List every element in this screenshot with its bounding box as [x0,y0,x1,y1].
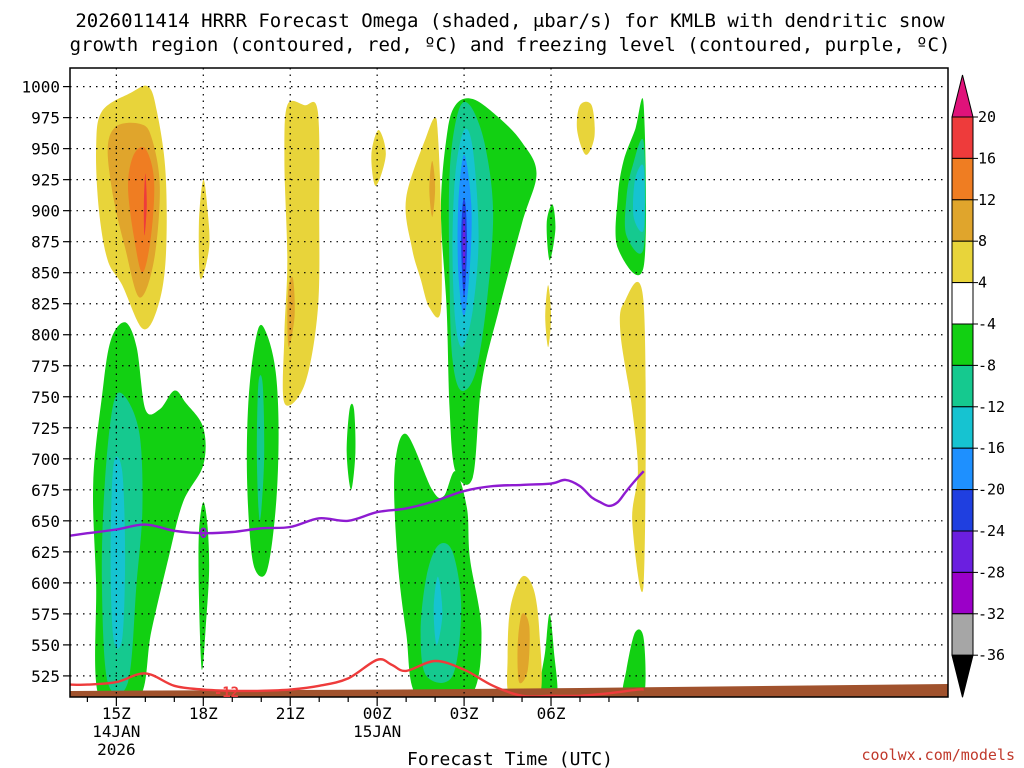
y-tick-label-825: 825 [31,295,60,314]
colorbar-box-16-20 [951,116,974,159]
y-tick-label-975: 975 [31,109,60,128]
colorbar-box--24--20 [951,489,974,532]
omega-shading [70,85,948,697]
colorbar-label--16: -16 [978,439,1005,457]
colorbar-box--20--16 [951,447,974,491]
omega-region-6 [256,375,265,521]
colorbar-label-4: 4 [978,274,987,292]
colorbar-box--8--4 [951,323,974,366]
x-tick-label-18Z-1: 18Z [189,704,218,723]
colorbar-box-8-12 [951,199,974,242]
y-tick-label-725: 725 [31,419,60,438]
chart-title-line-1: 2026011414 HRRR Forecast Omega (shaded, … [75,10,945,32]
y-tick-label-525: 525 [31,667,60,686]
plot-frame [69,67,949,698]
y-tick-label-800: 800 [31,326,60,345]
omega-region-19 [546,204,556,261]
contour-lines [70,470,645,697]
y-tick-label-650: 650 [31,512,60,531]
colorbar-box-12-16 [951,157,974,201]
omega-region-22 [632,164,645,233]
omega-region-17 [539,613,558,697]
dendritic-contour-label: -12 [214,685,239,701]
colorbar-label-16: 16 [978,149,996,167]
x-tick-label-15Z-2: 14JAN [92,722,140,741]
colorbar-label--8: -8 [978,356,996,374]
y-tick-label-925: 925 [31,171,60,190]
omega-region-29 [287,276,295,348]
y-tick-label-625: 625 [31,543,60,562]
colorbar-label--12: -12 [978,398,1005,416]
y-tick-label-750: 750 [31,388,60,407]
omega-region-36 [619,281,646,593]
x-axis-label: Forecast Time (UTC) [407,749,613,768]
omega-region-37 [576,101,595,155]
colorbar-box--4-4 [951,282,974,325]
colorbar-label--32: -32 [978,605,1005,623]
colorbar: 20 16 12 8 4 -4 -8 -12 -16 -20 -24 -28 -32 -36 [951,74,1005,698]
y-tick-label-775: 775 [31,357,60,376]
colorbar-label--36: -36 [978,646,1005,664]
y-tick-label-675: 675 [31,481,60,500]
colorbar-bottom-arrow [951,654,974,698]
y-tick-label-850: 850 [31,264,60,283]
omega-region-32 [429,161,436,217]
omega-region-35 [545,285,551,348]
surface-ground [70,684,948,697]
y-tick-label-875: 875 [31,233,60,252]
colorbar-label-8: 8 [978,232,987,250]
omega-region-26 [143,173,147,236]
y-tick-label-950: 950 [31,140,60,159]
freezing-contour-label: 0 [199,526,207,542]
x-tick-label-15Z-3: 2026 [97,740,136,759]
y-tick-label-1000: 1000 [21,78,60,97]
omega-region-4 [198,502,210,671]
y-axis: 525 550 575 600 625 650 675 700 725 750 775 800 825 8… [21,78,70,686]
credit-text: coolwx.com/models [861,746,1015,764]
freezing-level-contour [70,470,645,537]
colorbar-box--16--12 [951,406,974,449]
colorbar-box--32--28 [951,571,974,615]
omega-region-25 [128,146,155,273]
y-tick-label-700: 700 [31,450,60,469]
grid [70,68,948,697]
colorbar-box--12--8 [951,364,974,408]
y-tick-label-600: 600 [31,574,60,593]
omega-region-18 [622,629,646,697]
omega-region-31 [405,117,442,318]
x-tick-label-00Z-1: 00Z [363,704,392,723]
omega-region-3 [110,456,126,649]
colorbar-label--20: -20 [978,481,1005,499]
y-tick-label-550: 550 [31,636,60,655]
x-tick-label-00Z-2: 15JAN [353,722,401,741]
chart-title-line-2: growth region (contoured, red, ºC) and f… [70,34,951,56]
colorbar-label-20: 20 [978,108,996,126]
colorbar-label-12: 12 [978,191,996,209]
x-tick-label-06Z-1: 06Z [537,704,566,723]
x-tick-label-15Z-1: 15Z [102,704,131,723]
colorbar-label--24: -24 [978,522,1005,540]
omega-region-27 [198,179,210,280]
colorbar-box-4-8 [951,240,974,284]
x-tick-label-21Z-1: 21Z [276,704,305,723]
dendritic-growth-contour [70,658,644,697]
y-tick-label-575: 575 [31,605,60,624]
omega-region-10 [433,576,443,645]
x-tick-label-03Z-1: 03Z [450,704,479,723]
omega-region-30 [371,130,386,186]
omega-region-34 [517,613,530,684]
colorbar-top-arrow [951,74,974,118]
y-tick-label-900: 900 [31,202,60,221]
colorbar-label--4: -4 [978,315,996,333]
colorbar-box--36--32 [951,613,974,656]
colorbar-box--28--24 [951,530,974,573]
omega-region-7 [346,403,356,490]
omega-region-28 [282,100,320,406]
colorbar-label--28: -28 [978,563,1005,581]
